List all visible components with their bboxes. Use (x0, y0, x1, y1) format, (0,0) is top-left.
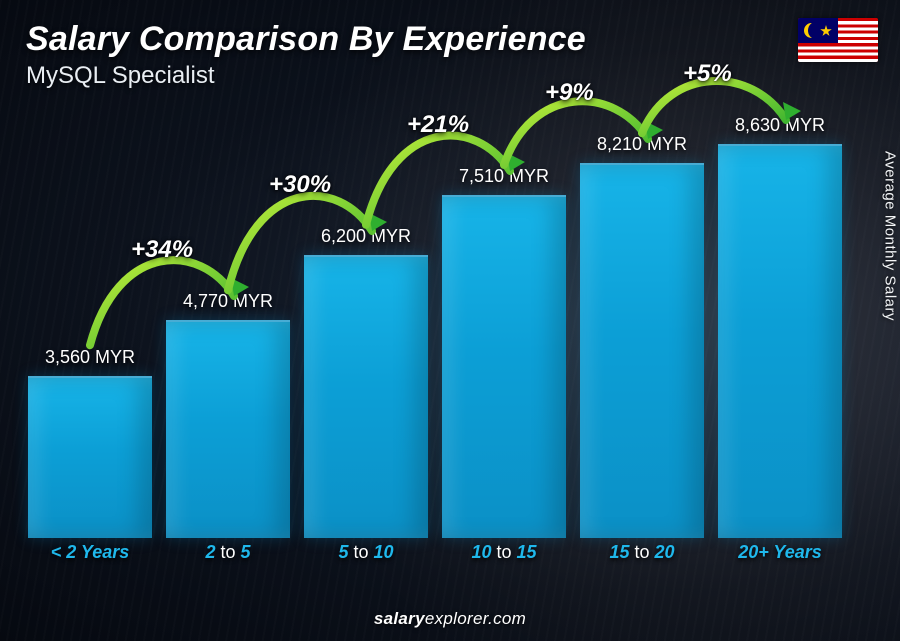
chart-title: Salary Comparison By Experience (26, 20, 586, 59)
bar (166, 320, 290, 538)
infographic-canvas: Salary Comparison By Experience MySQL Sp… (0, 0, 900, 641)
bar-wrap: 6,200 MYR (304, 110, 428, 538)
x-axis-label: 15 to 20 (580, 542, 704, 566)
footer-brand-bold: salary (374, 609, 425, 628)
malaysia-flag-icon (798, 18, 878, 62)
bar-value-label: 4,770 MYR (141, 291, 315, 312)
increase-pct-label: +9% (545, 79, 594, 107)
bar-value-label: 6,200 MYR (279, 226, 453, 247)
footer-attribution: salaryexplorer.com (0, 609, 900, 629)
bar-value-label: 3,560 MYR (3, 347, 177, 368)
bar (718, 144, 842, 538)
bar-wrap: 7,510 MYR (442, 110, 566, 538)
bar-wrap: 8,210 MYR (580, 110, 704, 538)
bar-wrap: 3,560 MYR (28, 110, 152, 538)
bar-group: 3,560 MYR4,770 MYR6,200 MYR7,510 MYR8,21… (28, 110, 842, 538)
footer-brand-rest: explorer.com (425, 609, 526, 628)
bar-wrap: 8,630 MYR (718, 110, 842, 538)
bar-wrap: 4,770 MYR (166, 110, 290, 538)
x-axis-label: 20+ Years (718, 542, 842, 566)
y-axis-label: Average Monthly Salary (882, 151, 899, 321)
x-axis-label: 2 to 5 (166, 542, 290, 566)
bar (580, 163, 704, 538)
bar-value-label: 8,210 MYR (555, 134, 729, 155)
bar-value-label: 8,630 MYR (693, 115, 867, 136)
x-axis-label: 5 to 10 (304, 542, 428, 566)
x-axis: < 2 Years 2 to 5 5 to 10 10 to 15 15 to 20 20… (28, 542, 842, 566)
x-axis-label: 10 to 15 (442, 542, 566, 566)
bar (28, 376, 152, 538)
chart-subtitle: MySQL Specialist (26, 62, 215, 90)
bar (442, 195, 566, 538)
bar-chart: 3,560 MYR4,770 MYR6,200 MYR7,510 MYR8,21… (28, 110, 842, 566)
x-axis-label: < 2 Years (28, 542, 152, 566)
bar-value-label: 7,510 MYR (417, 166, 591, 187)
bar (304, 255, 428, 538)
increase-pct-label: +5% (683, 60, 732, 88)
